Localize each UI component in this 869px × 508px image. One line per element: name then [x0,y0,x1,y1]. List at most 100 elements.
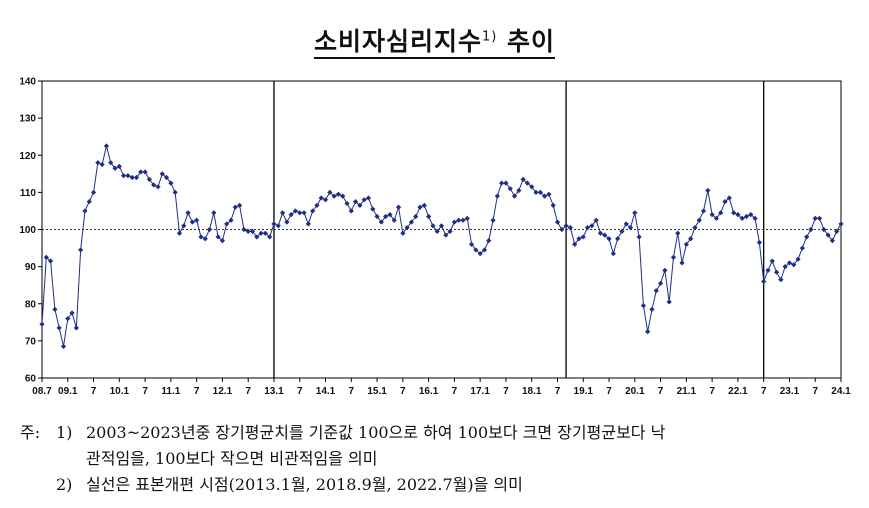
data-point [116,163,122,169]
x-tick-label: 21.1 [677,386,697,397]
data-point [327,189,333,195]
data-point [348,208,354,214]
data-point [90,189,97,195]
data-point [194,217,200,223]
data-point [752,215,758,221]
data-point [546,191,552,197]
data-point [778,277,784,283]
data-point [662,267,668,273]
x-tick-label: 14.1 [316,386,336,397]
data-point [305,221,311,227]
x-tick-label: 10.1 [110,386,130,397]
data-point [202,236,208,242]
footnote-2-number: 2) [56,475,73,494]
data-point [60,343,67,350]
x-tick-label: 7 [503,386,509,397]
data-point [623,221,629,227]
data-point [541,193,548,199]
y-tick-label: 140 [19,77,36,88]
data-point [344,200,350,207]
data-point [722,199,728,205]
data-point [387,212,393,218]
data-point [138,169,144,175]
y-tick-label: 110 [20,188,37,199]
data-point [507,186,513,192]
data-point [155,184,161,190]
data-point [365,195,372,201]
data-point [133,174,140,181]
data-point [224,221,230,227]
data-point [322,197,329,203]
footnote-1-number: 1) [56,423,73,442]
data-point [666,299,672,305]
data-point [163,174,170,181]
data-point [705,187,711,194]
data-point [713,215,720,221]
data-point [537,189,543,195]
data-point [756,239,762,246]
data-point [241,226,247,233]
data-point [430,223,436,229]
data-point [426,213,432,220]
data-point [314,202,320,208]
x-tick-label: 7 [349,386,355,397]
data-point [284,219,290,225]
data-point [524,180,531,186]
data-point [404,225,410,231]
data-point [443,232,449,238]
data-point [378,219,384,225]
data-point [464,215,470,221]
x-tick-label: 18.1 [522,386,542,397]
data-point [69,310,75,316]
data-point [73,325,79,331]
data-point [438,223,445,229]
data-point [473,247,479,253]
data-point [331,193,337,199]
chart-axes [41,80,842,379]
data-point [56,325,62,331]
data-point [726,195,732,201]
data-point [481,247,488,253]
data-point [816,215,823,221]
data-point [597,230,604,236]
x-tick-label: 16.1 [419,386,439,397]
data-point [627,225,634,231]
data-point [731,210,737,216]
data-point [559,226,565,233]
data-point [670,254,677,260]
data-point [142,169,148,175]
data-point [649,306,655,312]
data-point [258,230,264,236]
data-point [782,264,788,270]
data-point [688,236,694,242]
y-axis-ticks: 60 70 80 90 100 110 120 130 140 [19,77,42,385]
data-point [245,228,251,234]
data-point [679,260,685,266]
data-point [602,232,608,238]
data-point [374,213,380,220]
data-point [129,174,135,181]
data-point [447,228,453,234]
data-point [237,202,243,208]
data-point [262,230,268,236]
data-point [653,288,659,294]
data-point [108,160,114,166]
data-point [657,280,664,286]
data-point [808,226,814,233]
data-point [181,223,187,229]
x-tick-label: 7 [245,386,251,397]
data-point [499,180,505,186]
data-point [619,228,625,234]
footnotes: 주: 1) 2003~2023년중 장기평균치를 기준값 100으로 하여 10… [20,420,865,498]
y-tick-label: 80 [25,299,37,310]
data-point [468,241,475,247]
data-point [456,217,462,223]
data-point [267,234,273,240]
data-point [511,193,518,199]
data-point [168,180,174,186]
footnote-2-line-1: 실선은 표본개편 시점(2013.1월, 2018.9월, 2022.7월)을 … [86,475,523,494]
data-point [460,217,466,223]
data-point [112,165,118,171]
data-point [791,262,797,268]
data-point [176,230,183,236]
